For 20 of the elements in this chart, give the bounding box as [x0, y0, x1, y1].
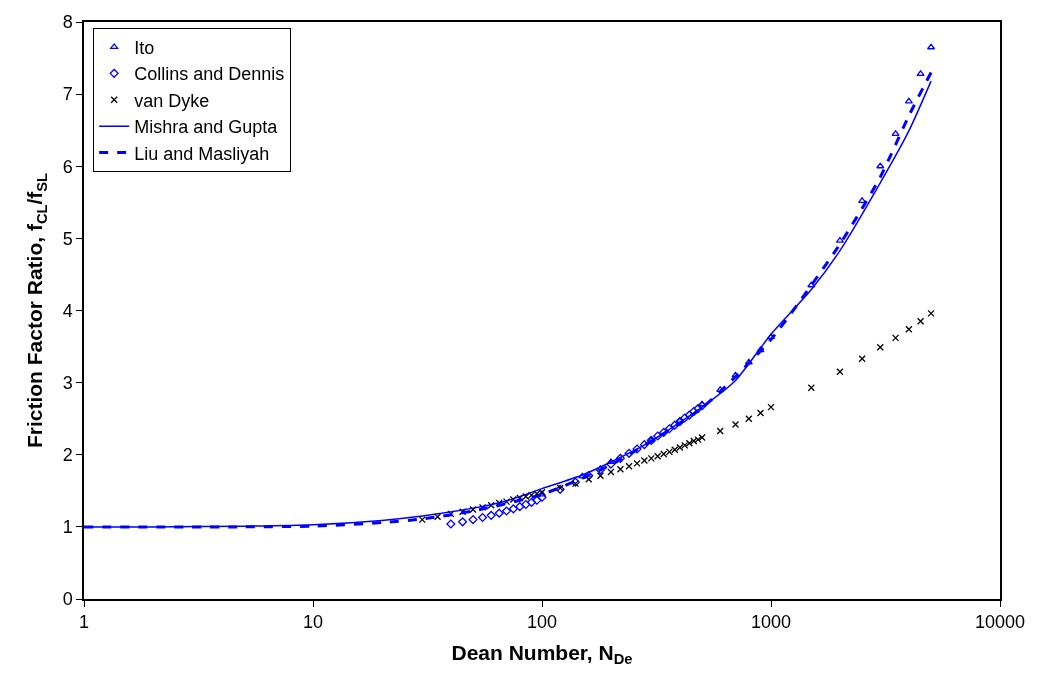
y-tick-label: 3	[62, 372, 73, 393]
y-tick-label: 6	[62, 156, 73, 177]
x-tick-label: 100	[526, 612, 558, 633]
y-tick-label: 7	[62, 84, 73, 105]
y-tick-label: 8	[62, 12, 73, 33]
y-tick-label: 1	[62, 517, 73, 538]
y-tick-label: 4	[62, 300, 73, 321]
y-tick-label: 0	[62, 589, 73, 610]
legend-label: Liu and Masliyah	[134, 143, 270, 164]
x-tick-label: 1	[78, 612, 90, 633]
y-tick-label: 5	[62, 228, 73, 249]
y-tick-label: 2	[62, 445, 73, 466]
legend-label: Ito	[134, 37, 155, 58]
x-tick-label: 10	[302, 612, 324, 633]
legend-label: Mishra and Gupta	[134, 117, 279, 138]
legend-label: van Dyke	[134, 90, 210, 111]
legend-label: Collins and Dennis	[134, 64, 285, 85]
x-tick-label: 1000	[750, 612, 792, 633]
x-axis-title: Dean Number, N$_{De}$	[451, 641, 633, 668]
x-tick-label: 10000	[974, 612, 1026, 633]
